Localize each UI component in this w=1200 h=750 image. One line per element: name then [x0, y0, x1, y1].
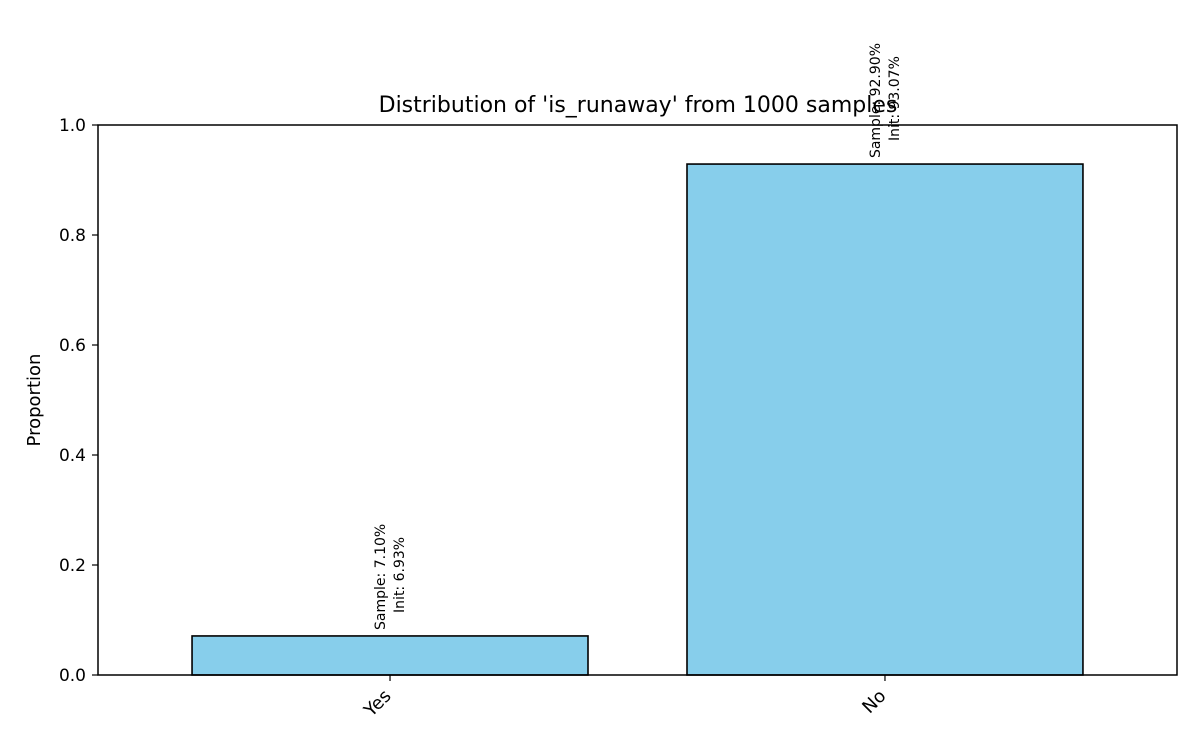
- y-tick-label: 1.0: [59, 116, 86, 136]
- x-tick-label: Yes: [359, 686, 395, 722]
- bar-value-label-yes-sample: Sample: 7.10%: [373, 524, 389, 630]
- bar-value-label-no-sample: Sample: 92.90%: [868, 43, 884, 158]
- y-tick-label: 0.0: [59, 666, 86, 686]
- chart-title: Distribution of 'is_runaway' from 1000 s…: [379, 93, 898, 118]
- bar-labels-group: Sample: 7.10% Init: 6.93% Sample: 92.90% In…: [373, 43, 903, 630]
- bar-no: [686, 163, 1084, 676]
- x-axis-ticks: Yes No: [359, 675, 891, 722]
- x-tick-label: No: [858, 686, 890, 718]
- bars-group: [191, 163, 1084, 676]
- bar-value-label-no-init: Init: 93.07%: [887, 56, 903, 141]
- bar-value-label-yes-init: Init: 6.93%: [392, 537, 408, 613]
- y-tick-label: 0.6: [59, 336, 86, 356]
- plot-frame: [97, 124, 1178, 676]
- y-axis-ticks: 0.0 0.2 0.4 0.6 0.8 1.0: [59, 116, 98, 686]
- y-tick-label: 0.2: [59, 556, 86, 576]
- y-tick-label: 0.8: [59, 226, 86, 246]
- bar-yes: [191, 635, 589, 676]
- y-tick-label: 0.4: [59, 446, 86, 466]
- y-axis-label: Proportion: [24, 354, 45, 447]
